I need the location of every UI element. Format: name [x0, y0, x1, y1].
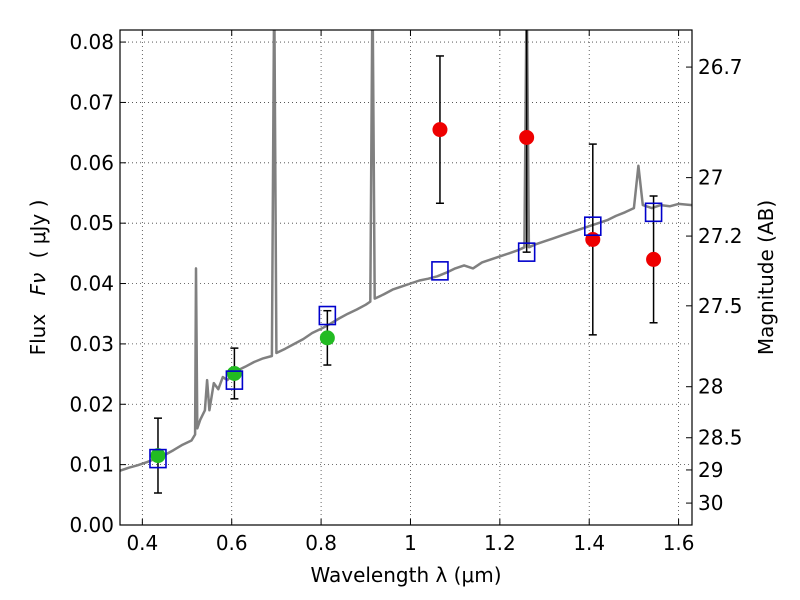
model-photometry-marker — [517, 242, 536, 262]
right-axis-title: Magnitude (AB) — [754, 200, 778, 355]
model-photometry-marker — [225, 370, 244, 390]
model-photometry-marker — [318, 305, 337, 326]
y-tick-label: 0.00 — [69, 513, 114, 537]
y-tick-label: 0.02 — [69, 392, 114, 416]
model-spectrum-line — [120, 30, 692, 472]
data-points — [149, 122, 663, 469]
y-axis-title-units: ( μJy ) — [26, 200, 50, 259]
y-tick-label: 0.07 — [69, 90, 114, 114]
y-tick-label: 0.08 — [69, 30, 114, 54]
y-axis-title-symbol: Fν — [26, 273, 50, 296]
model-photometry-marker — [583, 216, 602, 236]
mag-tick-label: 28 — [698, 375, 723, 399]
x-tick-label: 0.8 — [305, 531, 337, 555]
non-detections-marker — [519, 129, 535, 145]
x-tick-label: 1.4 — [573, 531, 605, 555]
model-photometry-marker — [431, 261, 449, 281]
y-axis-title: Flux Fν ( μJy ) — [26, 200, 50, 356]
mag-tick-label: 28.5 — [698, 426, 743, 450]
detections-marker — [319, 330, 335, 346]
non-detections-marker — [646, 251, 662, 267]
x-tick-label: 0.6 — [216, 531, 248, 555]
mag-tick-label: 29 — [698, 458, 723, 482]
model-photometry-marker — [644, 202, 663, 223]
y-axis-title-prefix: Flux — [26, 314, 50, 356]
y-tick-label: 0.04 — [69, 272, 114, 296]
x-tick-label: 1.6 — [663, 531, 695, 555]
tick-labels: 0.4 0.6 0.8 1 1.2 1.4 1.6 0.00 0.01 0.02 0.03 0.04 0… — [69, 30, 742, 555]
mag-tick-label: 27.5 — [698, 294, 743, 318]
mag-tick-label: 27.2 — [698, 224, 743, 248]
y-tick-label: 0.01 — [69, 453, 114, 477]
x-tick-label: 1.2 — [484, 531, 516, 555]
y-tick-label: 0.05 — [69, 211, 114, 235]
detections-marker — [226, 365, 242, 381]
x-tick-label: 0.4 — [126, 531, 158, 555]
grid — [120, 30, 692, 525]
detections-marker — [150, 448, 166, 464]
error-bars — [153, 30, 658, 494]
model-spectrum-layer — [120, 30, 692, 472]
plot-frame — [119, 29, 693, 526]
non-detections-marker — [432, 122, 448, 138]
mag-tick-label: 26.7 — [698, 55, 743, 79]
mag-tick-label: 27 — [698, 166, 723, 190]
model-photometry-marker — [149, 448, 167, 469]
y-tick-label: 0.03 — [69, 332, 114, 356]
x-tick-label: 1 — [404, 531, 417, 555]
axis-ticks — [120, 30, 692, 526]
x-axis-title: Wavelength λ (μm) — [310, 563, 501, 587]
y-tick-label: 0.06 — [69, 151, 114, 175]
mag-tick-label: 30 — [698, 491, 723, 515]
